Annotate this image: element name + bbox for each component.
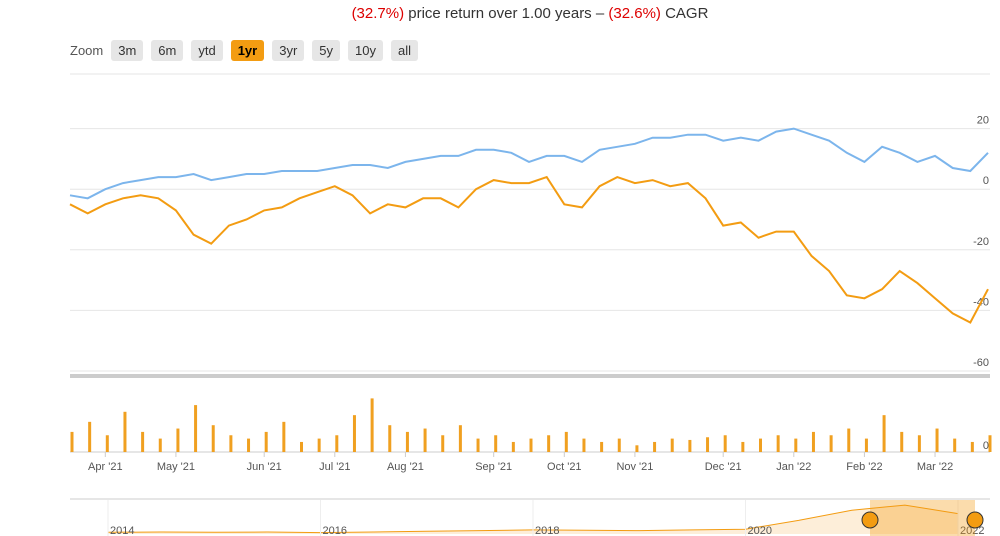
volume-bar bbox=[123, 411, 127, 452]
volume-bar bbox=[917, 435, 921, 452]
zoom-button[interactable]: 3m bbox=[111, 40, 144, 61]
volume-bar bbox=[864, 438, 868, 452]
volume-bar bbox=[335, 435, 339, 452]
volume-bar bbox=[70, 431, 74, 452]
volume-bar bbox=[88, 421, 92, 452]
y-tick-label: 0 bbox=[983, 440, 989, 452]
navigator-area bbox=[108, 505, 958, 534]
cagr: (32.6%) bbox=[608, 5, 661, 22]
zoom-bar: Zoom 3m 6m ytd 1yr 3yr 5y 10y all bbox=[70, 40, 419, 61]
volume-bar bbox=[600, 441, 604, 452]
volume-bar bbox=[229, 435, 233, 452]
volume-bar bbox=[688, 439, 692, 452]
volume-bar bbox=[794, 438, 798, 452]
volume-bar bbox=[158, 438, 162, 452]
series-line bbox=[69, 127, 989, 200]
volume-bar bbox=[988, 435, 992, 452]
volume-bar bbox=[264, 431, 268, 452]
volume-bar bbox=[441, 435, 445, 452]
x-tick-label: Sep '21 bbox=[475, 461, 512, 473]
volume-bar bbox=[105, 435, 109, 452]
title: (32.7%) price return over 1.00 years – (… bbox=[0, 5, 1000, 22]
volume-bar bbox=[529, 438, 533, 452]
navigator-label: 2014 bbox=[110, 525, 134, 536]
y-tick-label: 0 bbox=[983, 175, 989, 187]
navigator-handle[interactable] bbox=[966, 511, 984, 529]
volume-bar bbox=[653, 441, 657, 452]
volume-bar bbox=[953, 438, 957, 452]
navigator-label: 2016 bbox=[323, 525, 347, 536]
volume-bar bbox=[176, 428, 180, 452]
x-tick-label: Jul '21 bbox=[319, 461, 350, 473]
volume-bar bbox=[300, 441, 303, 452]
volume-bar bbox=[970, 441, 974, 452]
volume-bar bbox=[282, 421, 286, 452]
volume-bar bbox=[194, 405, 198, 452]
volume-bar bbox=[706, 437, 710, 452]
navigator-selection bbox=[870, 500, 975, 536]
volume-bar bbox=[741, 441, 745, 452]
y-tick-label: 20 bbox=[977, 115, 989, 127]
volume-bar bbox=[900, 431, 904, 452]
volume-bar bbox=[759, 438, 762, 452]
volume-bar bbox=[494, 435, 498, 452]
navigator-label: 2020 bbox=[748, 525, 772, 536]
volume-bar bbox=[617, 438, 621, 452]
return-text: price return over 1.00 years – bbox=[408, 5, 605, 22]
y-tick-label: -60 bbox=[973, 357, 989, 369]
volume-bar bbox=[582, 438, 586, 452]
volume-bar bbox=[564, 431, 568, 452]
zoom-button[interactable]: 3yr bbox=[272, 40, 305, 61]
series-line bbox=[69, 175, 989, 324]
volume-bar bbox=[370, 398, 374, 452]
navigator-label: 2022 bbox=[960, 525, 984, 536]
cagr-text: CAGR bbox=[665, 5, 709, 22]
x-tick-label: Dec '21 bbox=[705, 461, 742, 473]
x-tick-label: Mar '22 bbox=[917, 461, 953, 473]
zoom-button[interactable]: 6m bbox=[151, 40, 184, 61]
x-tick-label: Apr '21 bbox=[88, 461, 123, 473]
navigator-handle[interactable] bbox=[861, 511, 879, 529]
volume-bar bbox=[547, 435, 551, 452]
x-tick-label: Jun '21 bbox=[247, 461, 282, 473]
volume-bar bbox=[423, 428, 427, 452]
zoom-label: Zoom bbox=[70, 43, 104, 58]
volume-bar bbox=[476, 438, 480, 452]
x-tick-label: Jan '22 bbox=[776, 461, 811, 473]
zoom-button[interactable]: all bbox=[391, 40, 419, 61]
volume-bar bbox=[211, 425, 215, 452]
volume-bar bbox=[458, 425, 462, 452]
volume-bar bbox=[247, 438, 251, 452]
volume-bar bbox=[635, 445, 639, 452]
volume-bar bbox=[511, 441, 515, 452]
navigator-label: 2018 bbox=[535, 525, 559, 536]
zoom-button[interactable]: 5y bbox=[312, 40, 341, 61]
zoom-button[interactable]: 1yr bbox=[230, 40, 265, 61]
return: (32.7%) bbox=[351, 5, 405, 22]
y-tick-label: -20 bbox=[973, 236, 989, 248]
volume-bar bbox=[388, 425, 392, 452]
volume-bar bbox=[317, 438, 321, 452]
volume-bar bbox=[352, 415, 356, 452]
x-tick-label: Nov '21 bbox=[616, 461, 653, 473]
volume-bar bbox=[882, 415, 886, 452]
x-tick-label: Feb '22 bbox=[846, 461, 882, 473]
volume-bar bbox=[405, 431, 409, 452]
zoom-button[interactable]: 10y bbox=[348, 40, 383, 61]
volume-bar bbox=[811, 431, 815, 452]
zoom-button[interactable]: ytd bbox=[191, 40, 223, 61]
x-tick-label: May '21 bbox=[157, 461, 195, 473]
volume-bar bbox=[847, 428, 851, 452]
x-tick-label: Aug '21 bbox=[387, 461, 424, 473]
volume-bar bbox=[776, 435, 780, 452]
volume-bar bbox=[670, 438, 674, 452]
volume-bar bbox=[141, 431, 145, 452]
volume-bar bbox=[935, 428, 939, 452]
volume-bar bbox=[723, 435, 727, 452]
volume-bar bbox=[829, 435, 833, 452]
separator bbox=[70, 374, 990, 378]
x-tick-label: Oct '21 bbox=[547, 461, 582, 473]
